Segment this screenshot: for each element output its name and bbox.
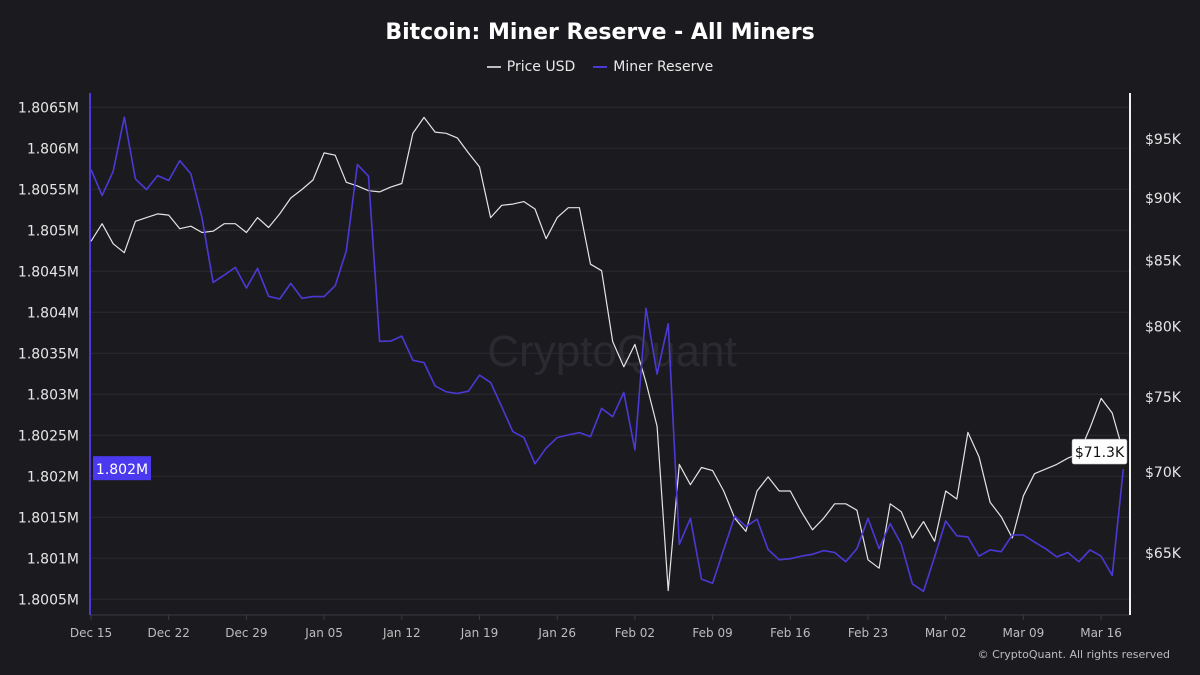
- x-tick-label: Mar 09: [1003, 626, 1045, 640]
- x-tick-label: Jan 05: [304, 626, 343, 640]
- left-tick-label: 1.8055M: [18, 182, 79, 198]
- left-tick-label: 1.802M: [27, 469, 79, 485]
- left-tick-label: 1.801M: [27, 551, 79, 567]
- left-tick-label: 1.8005M: [18, 592, 79, 608]
- legend-item-price[interactable]: Price USD: [486, 59, 576, 75]
- left-tick-label: 1.804M: [27, 305, 79, 321]
- left-tick-label: 1.8015M: [18, 510, 79, 526]
- x-tick-label: Dec 15: [70, 626, 112, 640]
- left-tick-label: 1.8035M: [18, 346, 79, 362]
- legend-swatch-miner-reserve: [593, 66, 608, 68]
- legend-label-miner-reserve: Miner Reserve: [613, 59, 714, 75]
- x-tick-label: Mar 16: [1080, 626, 1122, 640]
- x-tick-label: Mar 02: [925, 626, 967, 640]
- x-tick-label: Jan 12: [382, 626, 421, 640]
- x-tick-label: Feb 02: [615, 626, 655, 640]
- x-tick-label: Dec 22: [148, 626, 190, 640]
- current-reserve-badge: [93, 456, 151, 481]
- current-reserve-label: 1.802M: [96, 462, 148, 478]
- x-tick-label: Jan 19: [460, 626, 499, 640]
- right-tick-label: $65K: [1145, 546, 1182, 562]
- legend-swatch-price: [486, 66, 501, 68]
- current-price-label: $71.3K: [1075, 445, 1125, 461]
- legend-item-miner-reserve[interactable]: Miner Reserve: [593, 59, 713, 75]
- x-tick-label: Feb 16: [770, 626, 810, 640]
- current-price-badge: [1071, 438, 1128, 465]
- price-usd-line: [90, 116, 1124, 592]
- left-tick-label: 1.8025M: [18, 428, 79, 444]
- x-tick-label: Dec 29: [225, 626, 267, 640]
- left-tick-label: 1.8045M: [18, 264, 79, 280]
- copyright: © CryptoQuant. All rights reserved: [977, 648, 1170, 661]
- x-tick-label: Jan 26: [537, 626, 576, 640]
- legend: Price USD Miner Reserve: [0, 59, 1200, 75]
- x-tick-label: Feb 23: [848, 626, 888, 640]
- chart-title: Bitcoin: Miner Reserve - All Miners: [385, 20, 815, 45]
- right-tick-label: $75K: [1145, 390, 1182, 406]
- left-tick-label: 1.8065M: [18, 100, 79, 116]
- left-tick-label: 1.805M: [27, 223, 79, 239]
- right-tick-label: $90K: [1145, 191, 1182, 207]
- right-tick-label: $85K: [1145, 253, 1182, 269]
- miner-reserve-line: [90, 116, 1125, 593]
- right-tick-label: $95K: [1145, 132, 1182, 148]
- left-tick-label: 1.806M: [27, 141, 79, 157]
- x-tick-label: Feb 09: [692, 626, 732, 640]
- left-tick-label: 1.803M: [27, 387, 79, 403]
- right-tick-label: $80K: [1145, 319, 1182, 335]
- legend-label-price: Price USD: [506, 59, 576, 75]
- right-tick-label: $70K: [1145, 465, 1182, 481]
